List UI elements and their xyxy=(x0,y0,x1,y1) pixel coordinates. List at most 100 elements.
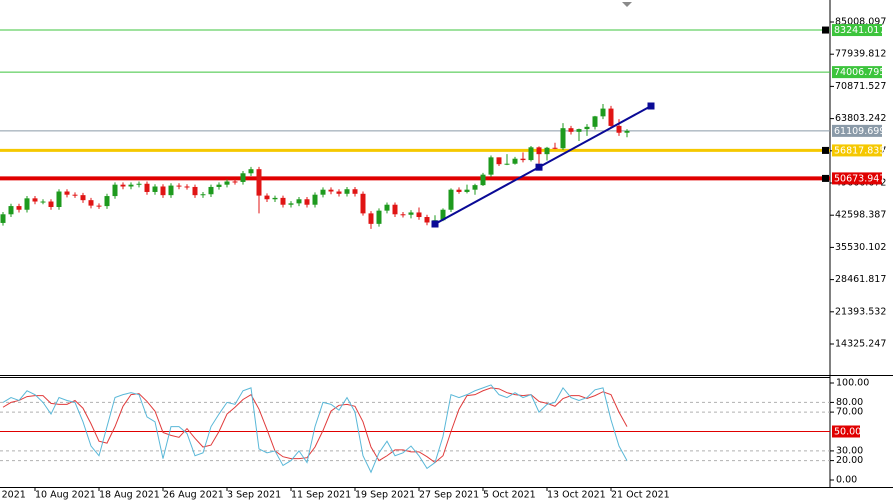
y-tick-label: 85008.097 xyxy=(835,16,886,27)
level-label-box xyxy=(832,425,860,438)
candle-body xyxy=(472,185,478,190)
candle-body xyxy=(400,214,406,216)
level-label-box xyxy=(832,144,882,157)
y-tick-label: 70.00 xyxy=(836,407,863,418)
candle-body xyxy=(512,158,518,164)
y-tick-label: 77939.812 xyxy=(835,49,886,60)
candle-body xyxy=(168,185,174,196)
y-tick-label: 100.00 xyxy=(836,378,869,389)
level-label-box xyxy=(832,124,882,137)
candle-body xyxy=(584,126,590,130)
candle-body xyxy=(360,193,366,214)
candle-body xyxy=(288,203,294,205)
candle-body xyxy=(336,191,342,194)
level-label-box xyxy=(832,24,882,37)
x-tick-label: 21 Oct 2021 xyxy=(611,490,670,501)
candle-body xyxy=(624,130,630,133)
candle-body xyxy=(520,158,526,161)
trend-anchor xyxy=(647,102,655,110)
candle-body xyxy=(320,189,326,195)
level-label-box xyxy=(832,66,882,79)
candle-body xyxy=(464,189,470,192)
candle-body xyxy=(576,129,582,132)
candle-body xyxy=(280,197,286,205)
candle-body xyxy=(368,213,374,224)
candle-body xyxy=(592,116,598,127)
x-tick-label: 5 Oct 2021 xyxy=(483,490,536,501)
candle-body xyxy=(616,125,622,133)
candle-body xyxy=(544,147,550,155)
x-tick-label: 27 Sep 2021 xyxy=(419,490,479,501)
candle-body xyxy=(40,201,46,203)
candle-body xyxy=(552,147,558,149)
candle-body xyxy=(152,186,158,192)
y-tick-label: 0.00 xyxy=(836,475,857,486)
candle-body xyxy=(328,189,334,192)
axes: 85008.09777939.81270871.52763803.2425673… xyxy=(0,16,886,500)
candle-body xyxy=(264,195,270,200)
trend-anchor xyxy=(535,163,543,171)
candle-body xyxy=(64,191,70,195)
x-tick-label: 18 Aug 2021 xyxy=(99,490,160,501)
x-tick-label: 10 Aug 2021 xyxy=(35,490,96,501)
y-tick-label: 50.00 xyxy=(834,427,861,438)
candle-body xyxy=(128,184,134,187)
candle-body xyxy=(200,194,206,196)
trend-anchor xyxy=(431,220,439,228)
candle-body xyxy=(112,184,118,197)
candle-body xyxy=(312,194,318,205)
candle-body xyxy=(48,201,54,207)
candle-body xyxy=(176,185,182,187)
candle-body xyxy=(352,189,358,194)
candle-body xyxy=(536,147,542,155)
candle-body xyxy=(160,186,166,196)
candle-body xyxy=(248,169,254,174)
level-anchor xyxy=(822,26,829,34)
y-tick-label: 30.00 xyxy=(836,445,863,456)
candle-body xyxy=(504,163,510,165)
candle-body xyxy=(608,108,614,126)
candle-body xyxy=(208,186,214,195)
level-label: 83241.017 xyxy=(834,25,885,36)
x-tick-label: 26 Aug 2021 xyxy=(163,490,224,501)
y-tick-label: 21393.532 xyxy=(835,306,886,317)
candle-body xyxy=(480,174,486,186)
y-tick-label: 20.00 xyxy=(836,455,863,466)
candle-body xyxy=(8,206,14,215)
y-tick-label: 63803.242 xyxy=(835,113,886,124)
trend-line xyxy=(434,105,652,225)
candle-body xyxy=(568,128,574,132)
candle-body xyxy=(272,197,278,200)
candle-body xyxy=(184,186,190,188)
level-label: 50673.947 xyxy=(834,173,885,184)
candle-body xyxy=(144,183,150,192)
candle-body xyxy=(600,108,606,117)
candle-body xyxy=(120,184,126,187)
candle-body xyxy=(296,199,302,204)
candle-body xyxy=(384,204,390,211)
candle-body xyxy=(240,173,246,182)
candle-body xyxy=(192,186,198,196)
x-tick-label: 19 Sep 2021 xyxy=(355,490,415,501)
y-tick-label: 70871.527 xyxy=(835,81,886,92)
candle-body xyxy=(232,181,238,183)
x-tick-label: 2 Aug 2021 xyxy=(0,490,26,501)
candle-body xyxy=(440,209,446,221)
candle-body xyxy=(104,196,110,207)
candle-body xyxy=(72,194,78,196)
price-pane xyxy=(0,29,830,229)
level-label-box xyxy=(832,172,882,185)
level-label: 61109.699 xyxy=(834,126,885,137)
candle-body xyxy=(16,206,22,210)
x-tick-label: 13 Oct 2021 xyxy=(547,490,606,501)
shift-marker xyxy=(622,2,632,7)
candle-body xyxy=(56,191,62,207)
candle-body xyxy=(560,128,566,149)
level-label: 56817.835 xyxy=(834,145,885,156)
candle-body xyxy=(96,205,102,207)
y-tick-label: 42598.387 xyxy=(835,210,886,221)
y-tick-label: 80.00 xyxy=(836,397,863,408)
candle-body xyxy=(224,181,230,185)
